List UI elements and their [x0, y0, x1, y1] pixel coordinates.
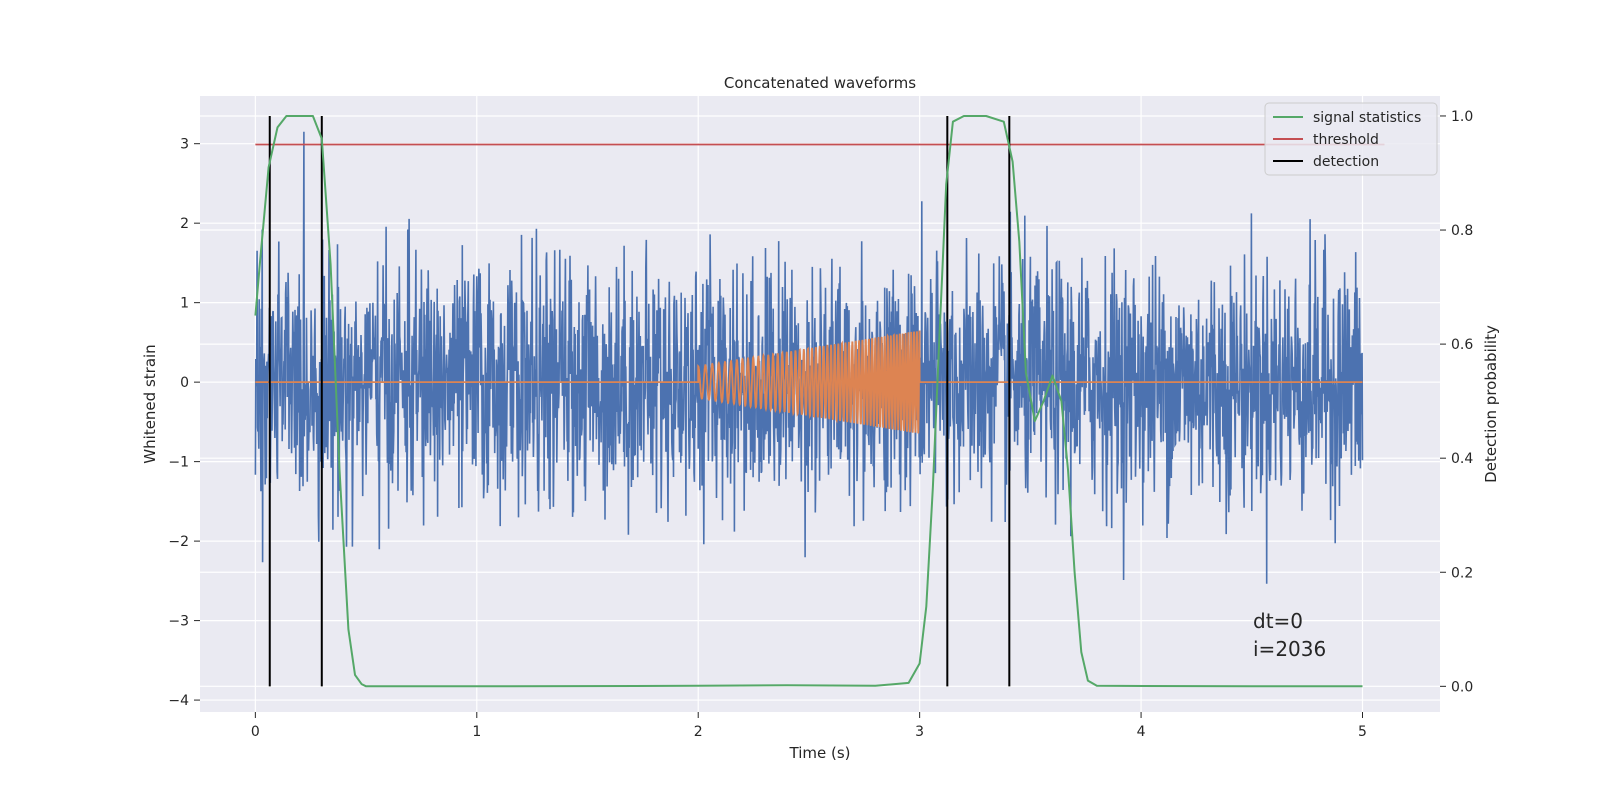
y2-tick-label-1: 0.2	[1451, 565, 1473, 581]
y-tick-label-6: 2	[180, 216, 189, 232]
axes: 0 1 2 3 4 5 −4 −3 −2 −1 0 1 2 3 0.0 0.2 0.4 0.6 0.8 1.0	[168, 109, 1473, 740]
y-tick-label-2: −2	[168, 534, 189, 550]
y-tick-label-4: 0	[180, 375, 189, 391]
x-tick-label-1: 1	[472, 724, 481, 740]
legend-label-0: signal statistics	[1313, 110, 1421, 126]
x-tick-label-2: 2	[694, 724, 703, 740]
annotation-i: i=2036	[1253, 637, 1326, 661]
legend-label-2: detection	[1313, 154, 1379, 170]
plot-lines	[254, 115, 1385, 688]
y2-tick-label-0: 0.0	[1451, 679, 1473, 695]
annotation-dt: dt=0	[1253, 609, 1303, 633]
x-tick-label-3: 3	[915, 724, 924, 740]
y-tick-label-5: 1	[180, 296, 189, 312]
legend: signal statistics threshold detection	[1264, 102, 1438, 176]
y2-tick-label-4: 0.8	[1451, 223, 1473, 239]
x-tick-label-0: 0	[251, 724, 260, 740]
legend-label-1: threshold	[1313, 132, 1379, 148]
y2-tick-label-3: 0.6	[1451, 337, 1473, 353]
chart-title: Concatenated waveforms	[724, 74, 916, 92]
annotation-block: dt=0 i=2036	[1253, 609, 1326, 661]
y2-axis-label: Detection probability	[1482, 325, 1500, 483]
y2-tick-label-5: 1.0	[1451, 109, 1473, 125]
legend-box	[1264, 102, 1438, 176]
y-axis-label: Whitened strain	[141, 344, 159, 463]
x-tick-label-5: 5	[1358, 724, 1367, 740]
y-tick-label-1: −3	[168, 614, 189, 630]
series-signal-statistics	[254, 115, 1363, 688]
y-tick-label-3: −1	[168, 455, 189, 471]
series-injected-chirp	[255, 330, 1363, 434]
y-tick-label-7: 3	[180, 137, 189, 153]
y2-tick-label-2: 0.4	[1451, 451, 1473, 467]
x-tick-label-4: 4	[1137, 724, 1146, 740]
series-whitened-strain	[254, 131, 1364, 584]
x-axis-label: Time (s)	[789, 744, 851, 762]
y-tick-label-0: −4	[168, 693, 189, 709]
